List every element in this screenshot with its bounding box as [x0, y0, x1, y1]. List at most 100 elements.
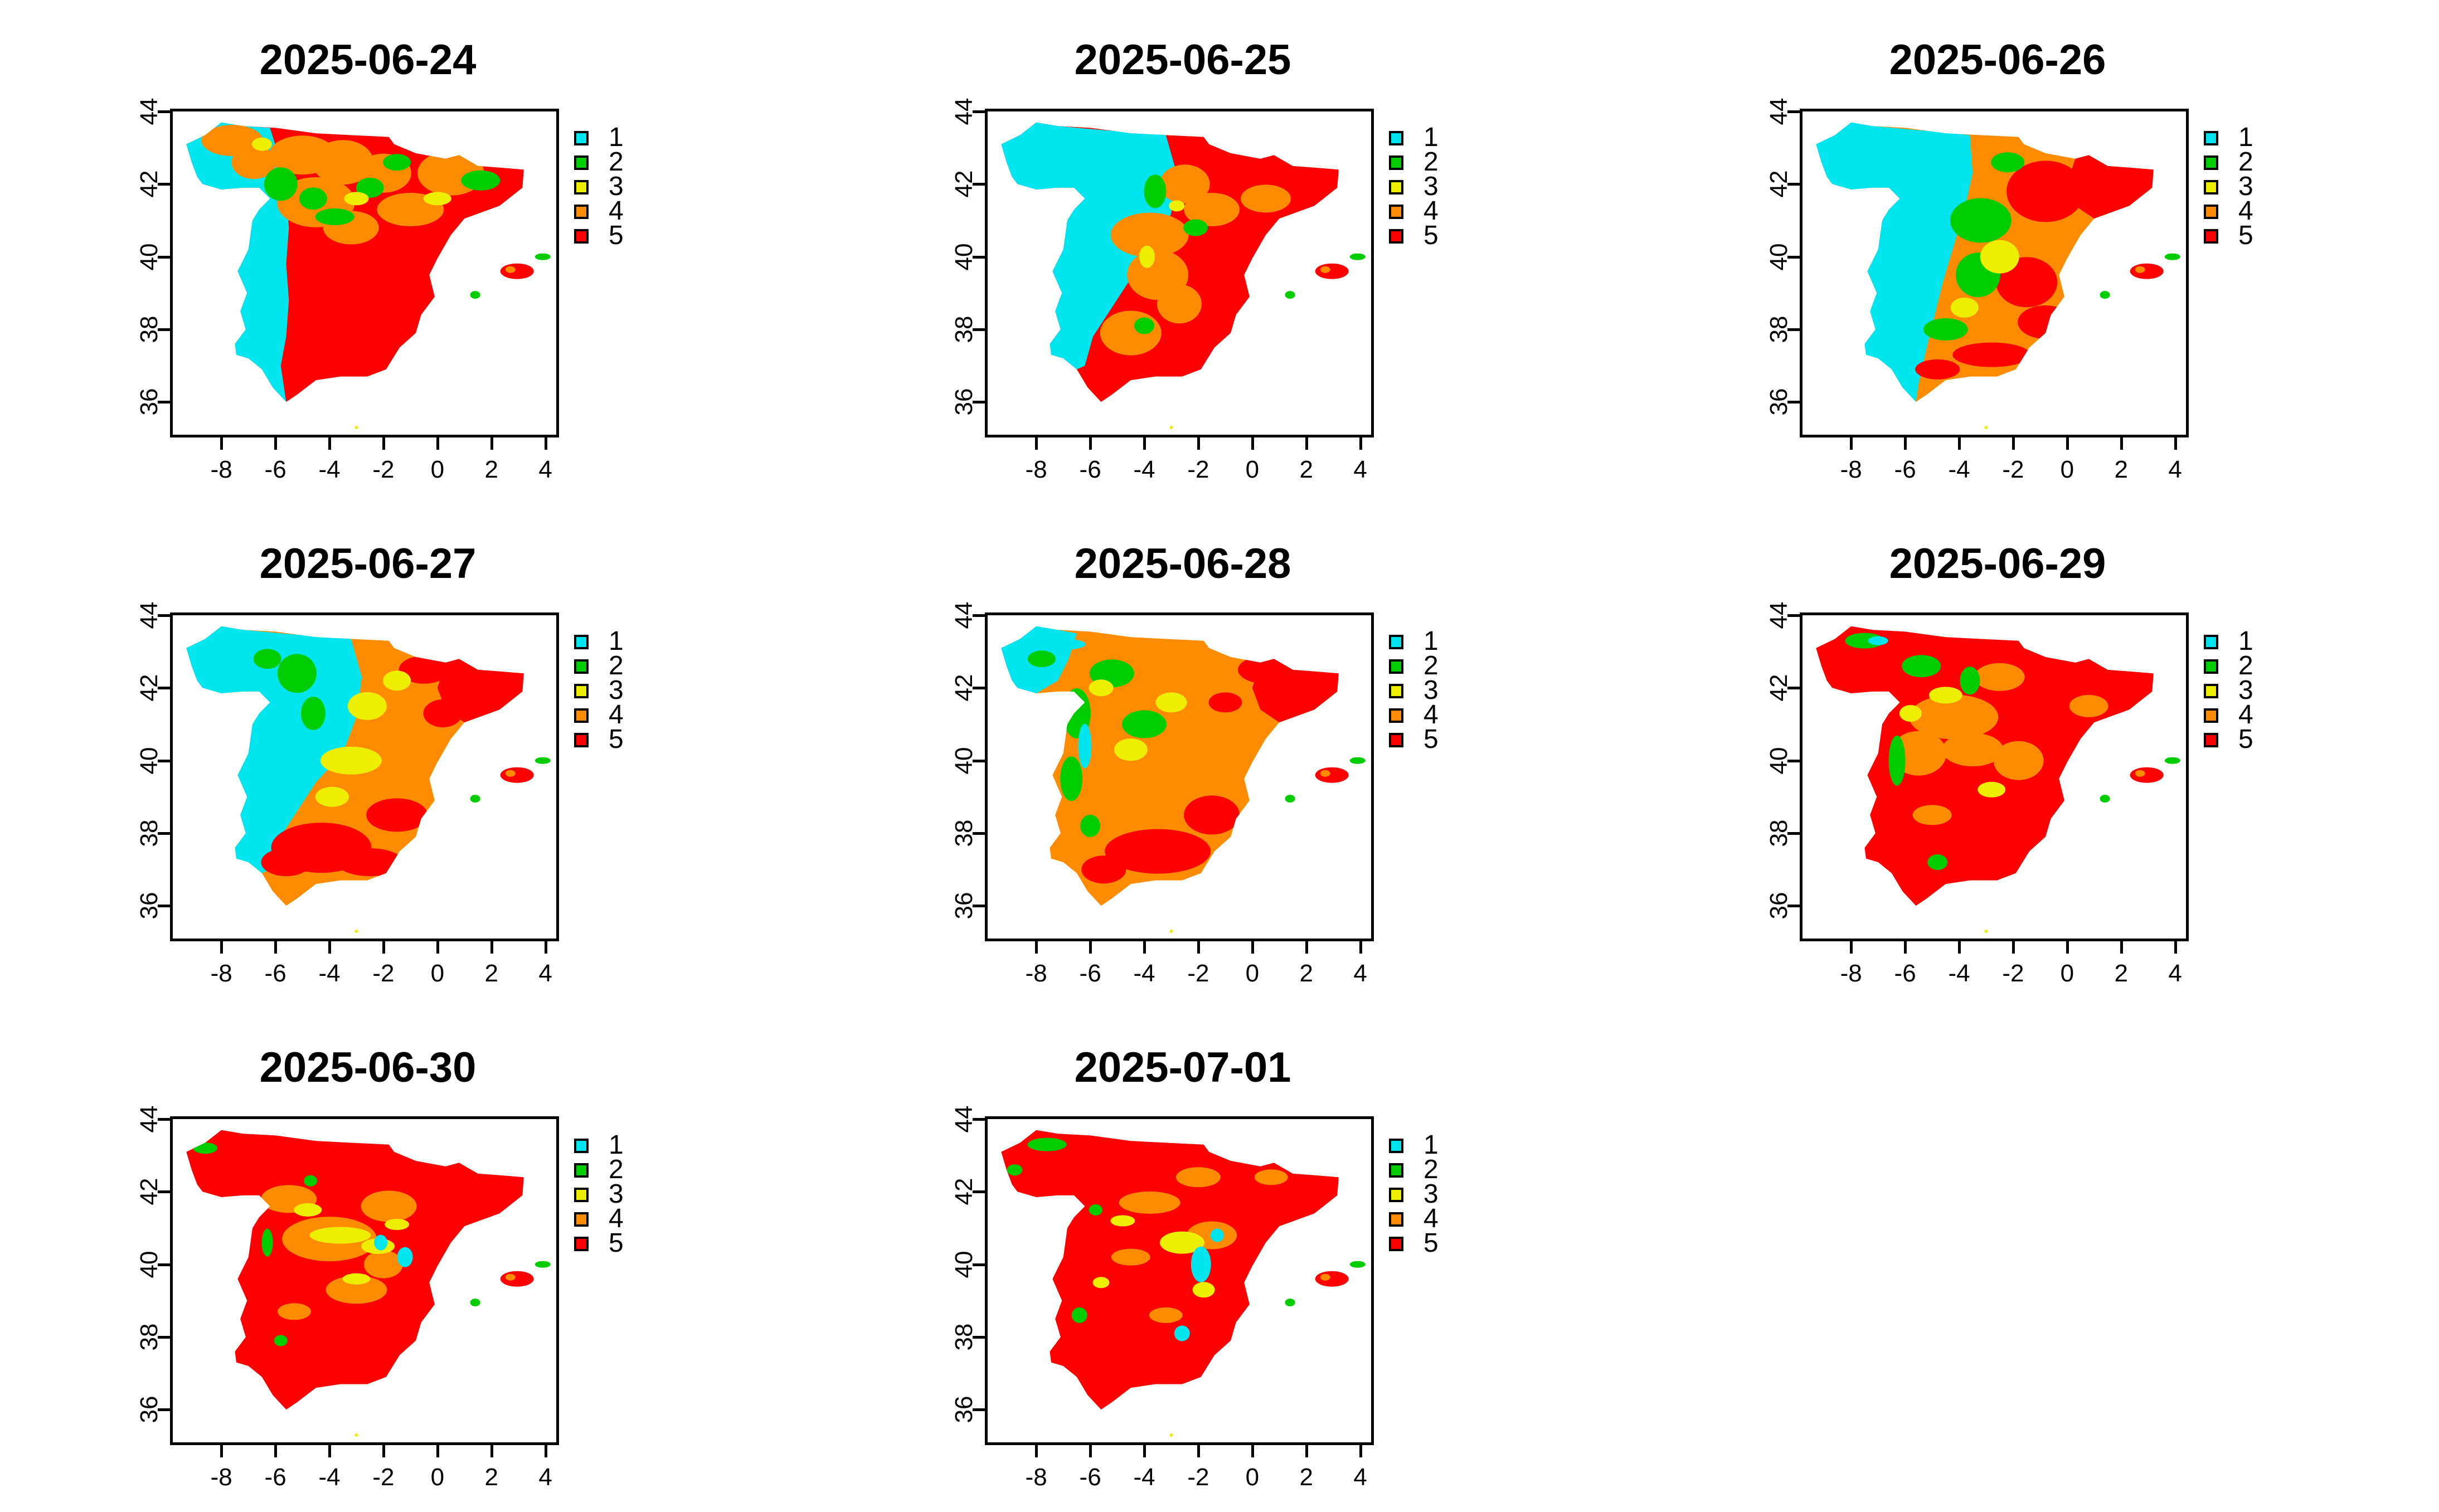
class-1-patch	[397, 1247, 413, 1267]
x-axis-tick-label: 0	[430, 1464, 445, 1491]
class-3-patch	[251, 137, 272, 151]
y-axis-tick-label: 42	[135, 170, 163, 198]
x-axis-tick-label: -6	[1079, 960, 1101, 987]
x-axis-tick	[1958, 941, 1961, 954]
y-axis-tick	[158, 1408, 170, 1412]
x-axis-tick	[274, 1445, 278, 1457]
x-axis-tick	[436, 1445, 439, 1457]
class-1-region	[186, 122, 289, 402]
class-1-region	[1001, 122, 1177, 370]
legend-label: 4	[1423, 1204, 1439, 1233]
legend-swatch	[574, 708, 589, 723]
x-axis-tick-label: -2	[372, 456, 395, 483]
map-panel: 2025-06-25 -8 -6 -4 -2 0 2 4 36 38 40 42 44 1 2 3 4 5	[815, 0, 1629, 504]
y-axis-tick	[973, 1408, 985, 1412]
y-axis-tick	[973, 1336, 985, 1339]
island-patch	[2100, 795, 2110, 803]
island-patch	[1169, 426, 1173, 429]
class-3-patch	[315, 786, 349, 807]
class-5-patch	[261, 848, 312, 877]
x-axis-tick-label: -2	[372, 960, 395, 987]
class-3-patch	[1980, 240, 2019, 274]
x-axis-tick-label: -6	[264, 960, 286, 987]
y-axis-tick-label: 36	[1765, 388, 1792, 416]
y-axis-tick-label: 40	[950, 747, 978, 775]
class-2-patch	[253, 649, 281, 669]
legend-label: 3	[1423, 172, 1439, 201]
x-axis-tick	[1035, 1445, 1038, 1457]
class-4-patch	[1157, 284, 1202, 324]
legend-label: 4	[2238, 700, 2253, 730]
panel-title: 2025-06-29	[1889, 540, 2106, 587]
class-5-patch	[1915, 359, 1960, 380]
class-2-patch	[299, 187, 327, 210]
x-axis-tick-label: 2	[1299, 456, 1313, 483]
panel-title: 2025-06-28	[1074, 540, 1291, 587]
class-2-patch	[1923, 318, 1968, 341]
legend-swatch	[2204, 659, 2218, 674]
x-axis-tick	[544, 437, 547, 450]
legend-label: 5	[609, 725, 624, 754]
map-plot-area	[170, 612, 559, 941]
island-patch	[1320, 770, 1330, 777]
x-axis-tick-label: 0	[2060, 960, 2074, 987]
legend-swatch	[1389, 659, 1403, 674]
x-axis-tick	[1143, 437, 1146, 450]
x-axis-tick	[382, 437, 385, 450]
x-axis-tick	[220, 1445, 224, 1457]
legend-swatch	[2204, 229, 2218, 244]
x-axis-tick	[1305, 941, 1308, 954]
y-axis-tick	[1787, 687, 1800, 690]
y-axis-tick	[973, 1263, 985, 1266]
class-1-patch	[1078, 723, 1092, 769]
y-axis-tick	[158, 1263, 170, 1266]
y-axis-tick	[158, 255, 170, 259]
x-axis-tick	[1305, 437, 1308, 450]
y-axis-tick-label: 42	[950, 170, 978, 198]
class-2-patch	[1950, 198, 2012, 243]
x-axis-tick	[1359, 941, 1362, 954]
class-3-patch	[1169, 200, 1185, 212]
x-axis-tick-label: 4	[538, 456, 552, 483]
island-patch	[1315, 1271, 1349, 1287]
x-axis-tick	[490, 437, 493, 450]
land-base	[1816, 626, 2154, 906]
class-2-patch	[1902, 655, 1941, 678]
legend-swatch	[2204, 733, 2218, 747]
legend-label: 3	[2238, 172, 2253, 201]
x-axis-tick	[490, 1445, 493, 1457]
island-patch	[1984, 930, 1988, 933]
y-axis-tick-label: 38	[135, 315, 163, 343]
x-axis-tick	[544, 941, 547, 954]
x-axis-tick-label: -6	[1894, 960, 1916, 987]
y-axis-tick	[973, 401, 985, 404]
y-axis-tick	[973, 832, 985, 835]
y-axis-tick-label: 42	[950, 674, 978, 702]
y-axis-tick	[158, 1190, 170, 1194]
class-map	[186, 626, 551, 933]
legend-label: 3	[2238, 675, 2253, 705]
x-axis-tick-label: -4	[318, 1464, 341, 1491]
island-patch	[2164, 253, 2180, 260]
legend-swatch	[2204, 635, 2218, 649]
legend-label: 5	[2238, 221, 2253, 250]
x-axis-tick-label: 2	[484, 456, 498, 483]
x-axis-tick-label: 4	[2168, 960, 2182, 987]
legend-label: 3	[1423, 675, 1439, 705]
x-axis-tick-label: 0	[1245, 1464, 1260, 1491]
class-4-patch	[278, 1303, 311, 1320]
x-axis-tick-label: 2	[484, 1464, 498, 1491]
class-3-patch	[1978, 781, 2006, 798]
x-axis-tick	[1359, 437, 1362, 450]
class-1-patch	[1210, 1228, 1224, 1242]
island-patch	[470, 291, 480, 299]
legend-label: 2	[2238, 651, 2253, 680]
class-1-patch	[1191, 1246, 1211, 1282]
class-3-patch	[1928, 687, 1962, 704]
y-axis-tick	[973, 687, 985, 690]
x-axis-tick	[274, 941, 278, 954]
y-axis-tick-label: 40	[950, 243, 978, 271]
class-2-patch	[315, 208, 354, 225]
legend-label: 3	[609, 675, 624, 705]
